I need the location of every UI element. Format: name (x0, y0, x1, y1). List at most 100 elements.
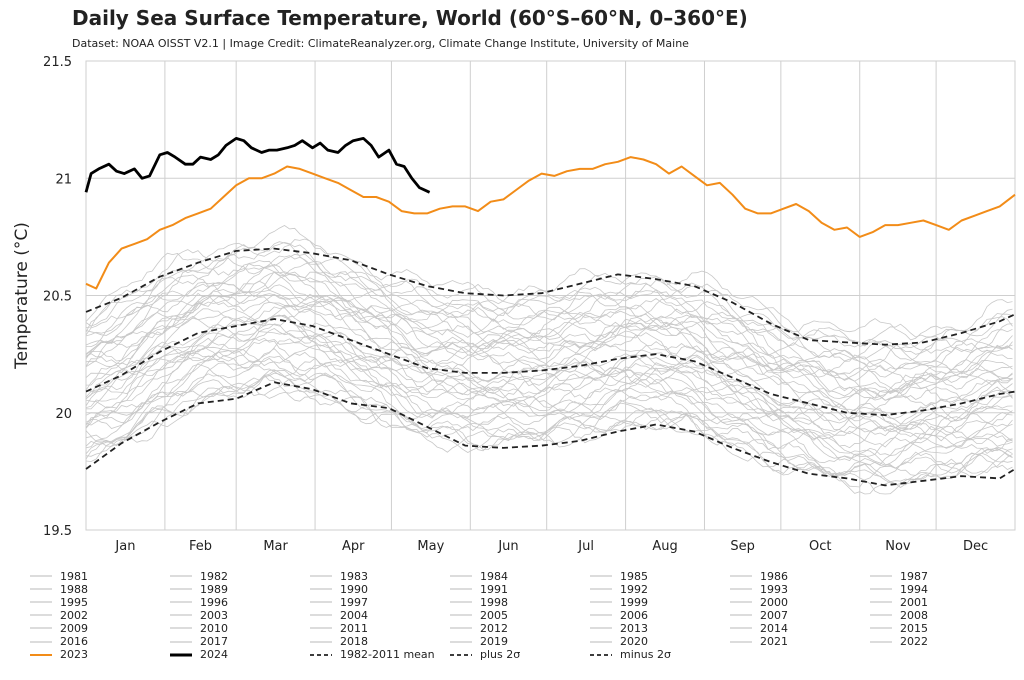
legend-item-minus-2[interactable]: minus 2σ (590, 648, 671, 662)
legend-item-1995[interactable]: 1995 (30, 595, 88, 609)
legend-item-2024[interactable]: 2024 (170, 648, 228, 662)
legend-item-2018[interactable]: 2018 (310, 635, 368, 649)
legend-item-2013[interactable]: 2013 (590, 621, 648, 635)
legend-item-1990[interactable]: 1990 (310, 582, 368, 596)
series-line-2024 (84, 136, 431, 194)
legend-item-1999[interactable]: 1999 (590, 595, 648, 609)
series-line-1999 (85, 315, 1013, 430)
legend-item-1981[interactable]: 1981 (30, 569, 88, 583)
legend-item-1985[interactable]: 1985 (590, 569, 648, 583)
legend-item-1998[interactable]: 1998 (450, 595, 508, 609)
legend-label: 1986 (760, 569, 788, 583)
legend-label: plus 2σ (480, 648, 521, 662)
legend-item-plus-2[interactable]: plus 2σ (450, 648, 520, 662)
legend-swatch (310, 614, 332, 616)
legend-item-1992[interactable]: 1992 (590, 582, 648, 596)
legend-swatch (170, 575, 192, 577)
legend-item-1986[interactable]: 1986 (730, 569, 788, 583)
legend-swatch (870, 640, 892, 643)
series-layer (84, 136, 1016, 487)
x-tick-label-may: May (417, 539, 444, 554)
legend-item-2007[interactable]: 2007 (730, 608, 788, 622)
legend-label: 2016 (60, 635, 88, 648)
x-tick-label-oct: Oct (809, 539, 831, 554)
series-line-2011 (85, 271, 1013, 392)
series-line-2019 (85, 255, 1013, 362)
legend-item-2005[interactable]: 2005 (450, 608, 508, 622)
legend-label: 2021 (760, 635, 788, 648)
legend-swatch (450, 653, 472, 656)
legend-item-1983[interactable]: 1983 (310, 569, 368, 583)
legend-item-2010[interactable]: 2010 (170, 621, 228, 635)
legend-label: 2004 (340, 608, 368, 622)
legend-item-2015[interactable]: 2015 (870, 621, 928, 635)
legend-item-1987[interactable]: 1987 (870, 569, 928, 583)
legend-label: 2005 (480, 608, 508, 622)
legend-item-2001[interactable]: 2001 (870, 595, 928, 609)
legend-label: 2023 (60, 648, 88, 662)
legend-item-2019[interactable]: 2019 (450, 635, 508, 649)
legend-label: 2013 (620, 621, 648, 635)
legend-label: 2000 (760, 595, 788, 609)
series-line-2004 (85, 309, 1013, 418)
x-tick-label-apr: Apr (342, 539, 365, 554)
series-line-plus-2 (85, 247, 1016, 346)
legend-swatch (450, 601, 472, 603)
legend-item-1989[interactable]: 1989 (170, 582, 228, 596)
legend-item-1993[interactable]: 1993 (730, 582, 788, 596)
legend-label: 1995 (60, 595, 88, 609)
legend-item-1982[interactable]: 1982 (170, 569, 228, 583)
series-line-1994 (85, 348, 1013, 457)
series-line-1996 (85, 325, 1013, 440)
legend-label: 1992 (620, 582, 648, 596)
legend-swatch (590, 653, 612, 656)
legend-item-2016[interactable]: 2016 (30, 635, 88, 649)
legend-swatch (870, 627, 892, 629)
chart-legend: 1981 1982 1983 1984 1985 1986 1987 1988 1989 1990… (30, 569, 1020, 669)
legend-item-2022[interactable]: 2022 (870, 635, 928, 649)
legend-item-2023[interactable]: 2023 (30, 648, 88, 662)
legend-item-2008[interactable]: 2008 (870, 608, 928, 622)
y-tick-label: 19.5 (43, 524, 72, 539)
series-line-2000 (85, 314, 1013, 432)
legend-swatch (310, 588, 332, 590)
historical-years-layer (85, 225, 1013, 495)
legend-item-1996[interactable]: 1996 (170, 595, 228, 609)
legend-swatch (590, 575, 612, 577)
legend-item-2003[interactable]: 2003 (170, 608, 228, 622)
legend-label: 1981 (60, 569, 88, 583)
legend-label: 1983 (340, 569, 368, 583)
legend-swatch (30, 575, 52, 577)
legend-item-1994[interactable]: 1994 (870, 582, 928, 596)
legend-item-2002[interactable]: 2002 (30, 608, 88, 622)
legend-item-1997[interactable]: 1997 (310, 595, 368, 609)
legend-item-2020[interactable]: 2020 (590, 635, 648, 649)
legend-item-2021[interactable]: 2021 (730, 635, 788, 649)
legend-item-1991[interactable]: 1991 (450, 582, 508, 596)
line-chart: Jan Feb Mar Apr May Jun Jul Aug Sep Oct Nov Dec 21.5… (12, 55, 1016, 554)
legend-label: minus 2σ (620, 648, 671, 662)
series-line-1983 (85, 369, 1013, 486)
x-tick-label-sep: Sep (730, 539, 755, 554)
series-line-1991 (85, 357, 1013, 466)
legend-label: 2010 (200, 621, 228, 635)
legend-item-2004[interactable]: 2004 (310, 608, 368, 622)
legend-item-2009[interactable]: 2009 (30, 621, 88, 635)
legend-swatch (590, 601, 612, 603)
legend-item-1988[interactable]: 1988 (30, 582, 88, 596)
chart-title: Daily Sea Surface Temperature, World (60… (72, 6, 748, 30)
legend-item-2006[interactable]: 2006 (590, 608, 648, 622)
legend-swatch (310, 640, 332, 643)
legend-item-2012[interactable]: 2012 (450, 621, 508, 635)
legend-item-2011[interactable]: 2011 (310, 621, 368, 635)
legend-item-2014[interactable]: 2014 (730, 621, 788, 635)
legend-swatch (450, 575, 472, 577)
legend-item-1982-2011-mean[interactable]: 1982-2011 mean (310, 648, 435, 662)
legend-label: 1996 (200, 595, 228, 609)
legend-label: 1982-2011 mean (340, 648, 435, 662)
legend-item-1984[interactable]: 1984 (450, 569, 508, 583)
legend-item-2017[interactable]: 2017 (170, 635, 228, 649)
legend-item-2000[interactable]: 2000 (730, 595, 788, 609)
legend-swatch (870, 575, 892, 577)
chart-subtitle: Dataset: NOAA OISST V2.1 | Image Credit:… (72, 37, 689, 50)
